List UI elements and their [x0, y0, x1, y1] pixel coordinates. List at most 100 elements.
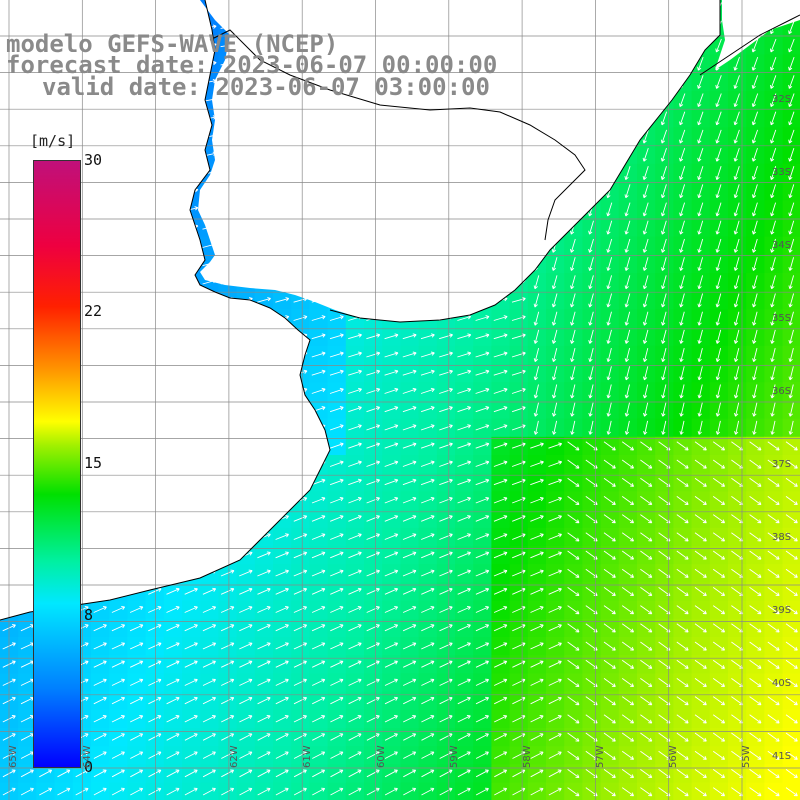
- wind-arrow: [348, 715, 362, 723]
- wind-arrow: [130, 733, 144, 741]
- wind-cell: [655, 782, 674, 800]
- wind-arrow: [788, 275, 795, 290]
- wind-arrow: [184, 678, 198, 686]
- wind-arrow: [694, 605, 707, 615]
- wind-arrow: [293, 787, 307, 796]
- wind-arrow: [715, 311, 722, 326]
- wind-arrow: [752, 366, 758, 381]
- wind-arrow: [402, 587, 417, 595]
- wind-arrow: [697, 166, 704, 180]
- wind-arrow: [148, 787, 162, 796]
- wind-arrow: [239, 605, 253, 613]
- valid-date: valid date: 2023-06-07 03:00:00: [42, 73, 490, 101]
- wind-arrow: [606, 366, 612, 381]
- wind-arrow: [548, 478, 563, 486]
- wind-arrow: [679, 402, 685, 417]
- wind-arrow: [366, 515, 380, 522]
- wind-arrow: [624, 329, 631, 344]
- wind-arrow: [439, 642, 453, 650]
- wind-arrow: [785, 787, 798, 797]
- wind-arrow: [570, 402, 576, 417]
- wind-arrow: [166, 660, 180, 668]
- wind-arrow: [475, 733, 489, 741]
- wind-arrow: [533, 402, 539, 417]
- wind-cell: [746, 782, 765, 800]
- wind-arrow: [166, 605, 180, 613]
- wind-arrow: [384, 624, 399, 632]
- wind-arrow: [679, 220, 685, 235]
- lat-label-33s: 33S: [772, 167, 792, 178]
- wind-arrow: [551, 329, 558, 344]
- wind-arrow: [624, 202, 631, 217]
- wind-arrow: [184, 587, 198, 595]
- wind-arrow: [712, 441, 726, 451]
- wind-arrow: [606, 238, 613, 253]
- wind-arrow: [697, 202, 704, 217]
- wind-arrow: [660, 202, 667, 217]
- wind-arrow: [402, 605, 417, 613]
- wind-arrow: [712, 459, 726, 469]
- wind-arrow: [475, 351, 490, 358]
- wind-arrow: [621, 714, 635, 724]
- wind-arrow: [111, 733, 125, 741]
- wind-arrow: [788, 166, 795, 180]
- wind-arrow: [767, 568, 780, 578]
- wind-arrow: [384, 715, 398, 723]
- wind-arrow: [769, 38, 777, 53]
- wind-arrow: [221, 660, 235, 668]
- wind-arrow: [384, 751, 398, 759]
- wind-arrow: [239, 624, 253, 632]
- wind-arrow: [384, 569, 399, 577]
- wind-arrow: [439, 751, 453, 759]
- wind-arrow: [715, 420, 721, 435]
- wind-arrow: [420, 406, 435, 413]
- wind-arrow: [366, 496, 380, 504]
- wind-arrow: [679, 93, 686, 108]
- wind-arrow: [767, 623, 780, 633]
- wind-arrow: [749, 714, 762, 724]
- wind-arrow: [494, 715, 508, 723]
- wind-arrow: [39, 787, 53, 796]
- wind-arrow: [311, 515, 326, 522]
- wind-arrow: [348, 551, 362, 559]
- wind-arrow: [39, 769, 53, 778]
- wind-arrow: [733, 56, 740, 71]
- wind-arrow: [420, 351, 435, 358]
- wind-arrow: [694, 678, 707, 688]
- wind-arrow: [694, 732, 707, 742]
- wind-arrow: [733, 347, 740, 363]
- lon-label-65w: 65W: [8, 745, 19, 768]
- wind-arrow: [533, 275, 540, 290]
- wind-arrow: [275, 696, 289, 705]
- wind-arrow: [788, 257, 795, 271]
- wind-arrow: [642, 147, 649, 162]
- wind-arrow: [402, 515, 417, 522]
- wind-arrow: [751, 38, 759, 53]
- wind-arrow: [329, 315, 344, 321]
- wind-arrow: [275, 715, 289, 723]
- wind-arrow: [767, 550, 780, 560]
- wind-arrow: [312, 769, 326, 778]
- wind-arrow: [676, 587, 689, 597]
- wind-arrow: [348, 678, 362, 686]
- wind-arrow: [93, 624, 107, 632]
- wind-arrow: [640, 769, 653, 779]
- lon-label-55w: 55W: [741, 745, 752, 768]
- wind-arrow: [493, 369, 508, 376]
- wind-arrow: [311, 315, 326, 321]
- wind-arrow: [570, 311, 576, 326]
- wind-arrow: [624, 275, 631, 290]
- wind-arrow: [257, 297, 271, 303]
- wind-arrow: [642, 129, 649, 144]
- wind-arrow: [679, 420, 685, 435]
- wind-arrow: [239, 733, 253, 741]
- wind-arrow: [312, 678, 326, 686]
- wind-arrow: [330, 715, 344, 723]
- wind-arrow: [148, 678, 162, 686]
- wind-arrow: [785, 550, 798, 560]
- wind-arrow: [475, 587, 490, 595]
- wind-arrow: [530, 696, 544, 705]
- wind-arrow: [384, 369, 399, 376]
- wind-arrow: [712, 496, 726, 506]
